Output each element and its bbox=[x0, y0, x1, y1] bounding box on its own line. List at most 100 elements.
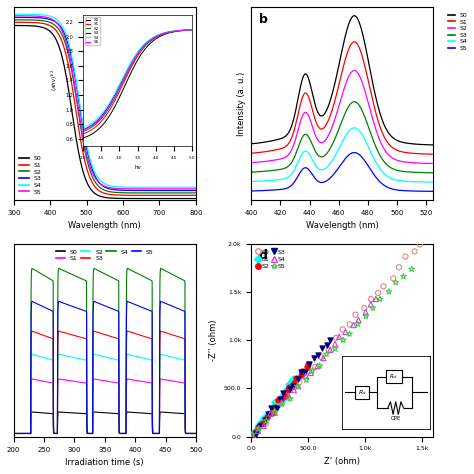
Point bbox=[302, 376, 310, 384]
S0 bbox=[44, 26, 49, 32]
S4 bbox=[59, 22, 64, 28]
Point bbox=[355, 316, 362, 324]
Point bbox=[267, 410, 274, 417]
Y-axis label: -Z’’ (ohm): -Z’’ (ohm) bbox=[210, 319, 219, 361]
Point bbox=[304, 360, 311, 368]
Point bbox=[408, 265, 416, 273]
Point bbox=[385, 288, 392, 295]
Point bbox=[302, 372, 310, 380]
S0 bbox=[95, 192, 100, 198]
Point bbox=[254, 427, 262, 435]
S1 bbox=[151, 192, 156, 198]
Point bbox=[294, 383, 302, 390]
Point bbox=[271, 408, 278, 416]
Point bbox=[299, 367, 306, 375]
S2 bbox=[151, 190, 156, 196]
Point bbox=[285, 383, 293, 391]
Point bbox=[342, 328, 349, 336]
S1 bbox=[135, 192, 141, 198]
Point bbox=[250, 430, 257, 438]
Point bbox=[269, 408, 277, 416]
Point bbox=[362, 309, 369, 316]
Point bbox=[284, 386, 292, 393]
Text: d: d bbox=[258, 249, 267, 262]
S4 bbox=[44, 12, 49, 18]
S2 bbox=[59, 31, 64, 36]
S1 bbox=[11, 19, 17, 25]
S3 bbox=[44, 16, 49, 21]
Point bbox=[273, 404, 281, 411]
S4 bbox=[197, 184, 202, 190]
S3 bbox=[120, 187, 126, 193]
Point bbox=[286, 385, 293, 392]
Point bbox=[361, 304, 368, 312]
Point bbox=[367, 301, 374, 308]
Point bbox=[400, 273, 407, 280]
Point bbox=[260, 414, 268, 421]
S0 bbox=[151, 196, 156, 201]
Point bbox=[254, 423, 262, 431]
Line: S5: S5 bbox=[14, 16, 200, 189]
S0 bbox=[11, 23, 17, 28]
Point bbox=[248, 433, 256, 440]
Point bbox=[267, 404, 275, 412]
Point bbox=[339, 336, 347, 344]
S3 bbox=[95, 178, 100, 183]
S1 bbox=[120, 192, 126, 198]
Point bbox=[283, 385, 291, 393]
Point bbox=[346, 330, 353, 337]
Point bbox=[256, 422, 264, 430]
Point bbox=[305, 360, 313, 367]
Point bbox=[311, 363, 319, 371]
S4 bbox=[120, 184, 126, 190]
Point bbox=[301, 368, 309, 375]
Point bbox=[277, 395, 284, 402]
S3 bbox=[135, 188, 141, 193]
Point bbox=[339, 326, 346, 333]
S4 bbox=[151, 184, 156, 190]
Line: S0: S0 bbox=[14, 26, 200, 199]
Point bbox=[401, 253, 409, 260]
Point bbox=[314, 362, 321, 370]
Point bbox=[271, 409, 279, 417]
Point bbox=[255, 425, 263, 432]
Point bbox=[380, 283, 387, 290]
S5 bbox=[95, 179, 100, 184]
Point bbox=[350, 321, 357, 329]
S5 bbox=[197, 186, 202, 192]
S2 bbox=[11, 17, 17, 23]
Line: S1: S1 bbox=[14, 22, 200, 195]
Point bbox=[392, 279, 400, 286]
Point bbox=[247, 432, 255, 440]
Line: S4: S4 bbox=[14, 14, 200, 187]
S4 bbox=[135, 184, 141, 190]
Point bbox=[260, 422, 267, 430]
Point bbox=[369, 304, 376, 312]
X-axis label: Wavelength (nm): Wavelength (nm) bbox=[68, 221, 141, 230]
Legend: S0, S1, S2, S3, S4, S5: S0, S1, S2, S3, S4, S5 bbox=[445, 10, 470, 54]
Point bbox=[270, 406, 277, 414]
Point bbox=[255, 421, 263, 429]
Point bbox=[336, 333, 343, 340]
Y-axis label: Intensity (a. u.): Intensity (a. u.) bbox=[237, 72, 246, 136]
S3 bbox=[197, 188, 202, 193]
Point bbox=[257, 418, 264, 426]
Point bbox=[390, 274, 397, 282]
Point bbox=[297, 371, 304, 379]
Point bbox=[318, 353, 325, 361]
Text: b: b bbox=[258, 13, 267, 26]
Point bbox=[325, 346, 332, 354]
S3 bbox=[59, 25, 64, 31]
S1 bbox=[44, 21, 49, 27]
Point bbox=[290, 386, 298, 394]
Point bbox=[354, 320, 362, 328]
Point bbox=[281, 392, 289, 400]
Point bbox=[362, 312, 370, 320]
Point bbox=[285, 380, 293, 388]
Point bbox=[290, 383, 298, 390]
Point bbox=[259, 419, 267, 427]
Point bbox=[275, 401, 283, 409]
Line: S2: S2 bbox=[14, 20, 200, 193]
Point bbox=[318, 344, 326, 352]
Point bbox=[264, 410, 271, 418]
